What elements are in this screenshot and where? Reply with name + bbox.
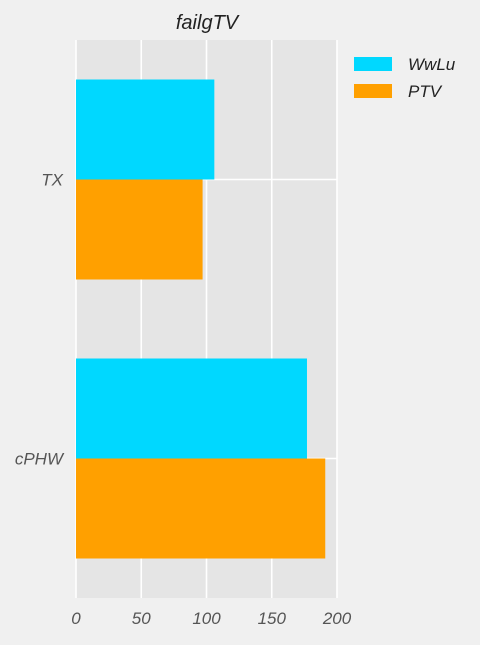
legend-label: PTV <box>408 82 443 101</box>
bars <box>76 79 326 559</box>
bar-PTV-TX <box>76 179 203 280</box>
legend-swatch <box>354 57 392 71</box>
legend-swatch <box>354 84 392 98</box>
chart-title: failgTV <box>176 12 240 34</box>
y-tick-labels: TX cPHW <box>15 171 65 469</box>
bar-WwLu-cPHW <box>76 358 307 459</box>
bar-WwLu-TX <box>76 79 215 180</box>
x-tick-label: 200 <box>322 609 352 628</box>
x-tick-label: 100 <box>192 609 221 628</box>
legend: WwLu PTV <box>354 55 456 101</box>
x-tick-label: 150 <box>258 609 287 628</box>
x-tick-labels: 0 50 100 150 200 <box>71 609 351 628</box>
x-tick-label: 0 <box>71 609 81 628</box>
y-tick-label: TX <box>41 171 63 190</box>
bar-PTV-cPHW <box>76 458 326 559</box>
x-tick-label: 50 <box>132 609 151 628</box>
legend-label: WwLu <box>408 55 456 74</box>
y-tick-label: cPHW <box>15 450 65 469</box>
